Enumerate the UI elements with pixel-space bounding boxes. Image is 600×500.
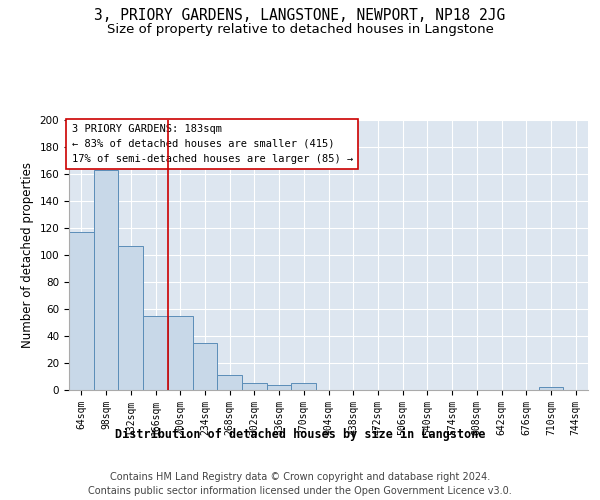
Bar [143,316,168,390]
Text: Size of property relative to detached houses in Langstone: Size of property relative to detached ho… [107,22,493,36]
Y-axis label: Number of detached properties: Number of detached properties [21,162,34,348]
Bar [118,246,143,390]
Bar [193,343,217,390]
Text: 3 PRIORY GARDENS: 183sqm
← 83% of detached houses are smaller (415)
17% of semi-: 3 PRIORY GARDENS: 183sqm ← 83% of detach… [71,124,353,164]
Bar [69,232,94,390]
Bar [292,383,316,390]
Bar [242,383,267,390]
Text: 3, PRIORY GARDENS, LANGSTONE, NEWPORT, NP18 2JG: 3, PRIORY GARDENS, LANGSTONE, NEWPORT, N… [94,8,506,22]
Bar [94,170,118,390]
Bar [217,375,242,390]
Bar [267,384,292,390]
Bar [539,388,563,390]
Text: Contains HM Land Registry data © Crown copyright and database right 2024.
Contai: Contains HM Land Registry data © Crown c… [88,472,512,496]
Bar [168,316,193,390]
Text: Distribution of detached houses by size in Langstone: Distribution of detached houses by size … [115,428,485,440]
